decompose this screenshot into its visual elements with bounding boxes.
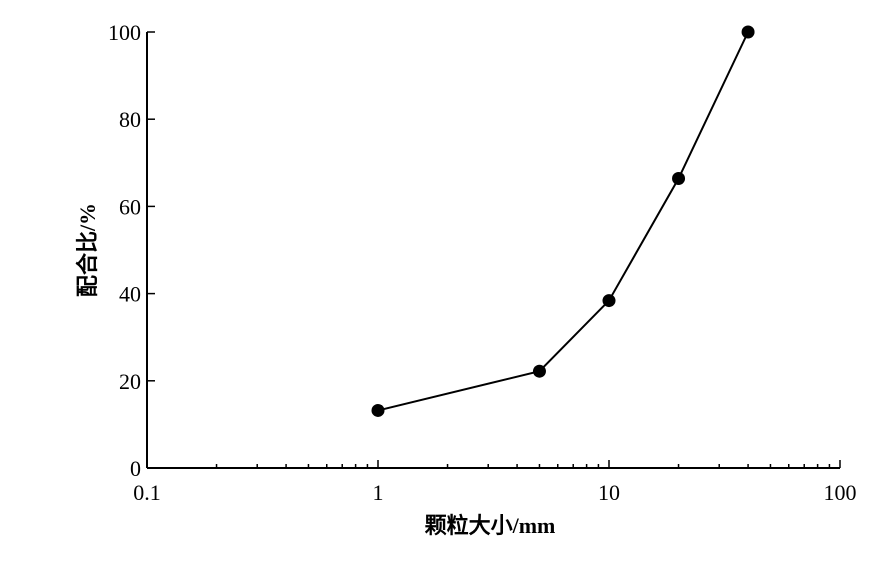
x-axis-label: 颗粒大小/mm <box>425 513 556 538</box>
data-point <box>602 294 616 308</box>
y-tick-label: 60 <box>119 194 141 219</box>
axes <box>146 32 840 469</box>
data-point <box>672 171 686 185</box>
y-tick-label: 100 <box>108 20 141 45</box>
x-tick-label: 10 <box>598 480 620 505</box>
ticks: 0.1 1 10 100 0 20 40 60 80 100 <box>108 20 857 505</box>
y-tick-label: 0 <box>130 456 141 481</box>
series-line <box>377 31 749 412</box>
series-marks <box>371 25 755 417</box>
y-tick-label: 80 <box>119 107 141 132</box>
data-point <box>741 25 755 39</box>
y-tick-label: 20 <box>119 369 141 394</box>
y-tick-label: 40 <box>119 282 141 307</box>
data-point <box>371 403 385 417</box>
x-tick-label: 0.1 <box>133 480 161 505</box>
x-tick-label: 100 <box>824 480 857 505</box>
y-axis-label: 配合比/% <box>75 203 100 297</box>
x-tick-label: 1 <box>373 480 384 505</box>
data-point <box>532 364 546 378</box>
